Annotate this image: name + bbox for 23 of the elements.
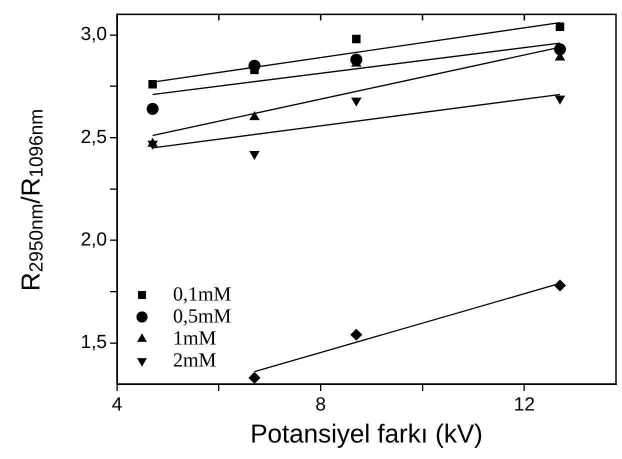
point bbox=[554, 279, 566, 292]
legend-label: 0,1mM bbox=[173, 283, 232, 306]
point bbox=[146, 102, 159, 115]
legend-label: 2mM bbox=[173, 349, 217, 372]
point bbox=[350, 54, 362, 66]
x-tick-label: 8 bbox=[315, 394, 326, 416]
x-axis-title: Potansiyel farkı (kV) bbox=[250, 418, 483, 449]
x-tick-label: 12 bbox=[514, 394, 535, 416]
y-tick-label: 2,5 bbox=[80, 126, 107, 148]
legend-label: 0,5mM bbox=[173, 305, 232, 328]
x-tick-label: 4 bbox=[112, 394, 123, 416]
point bbox=[249, 111, 260, 120]
point bbox=[148, 80, 157, 88]
point bbox=[554, 43, 566, 56]
y-tick-label: 1,5 bbox=[80, 332, 107, 354]
point bbox=[147, 138, 158, 147]
point bbox=[248, 372, 260, 384]
point bbox=[350, 328, 362, 341]
legend-label: 1mM bbox=[173, 327, 217, 350]
y-tick-label: 3,0 bbox=[80, 24, 107, 46]
y-tick-label: 2,0 bbox=[80, 230, 107, 250]
point bbox=[556, 22, 564, 31]
point bbox=[352, 34, 361, 44]
